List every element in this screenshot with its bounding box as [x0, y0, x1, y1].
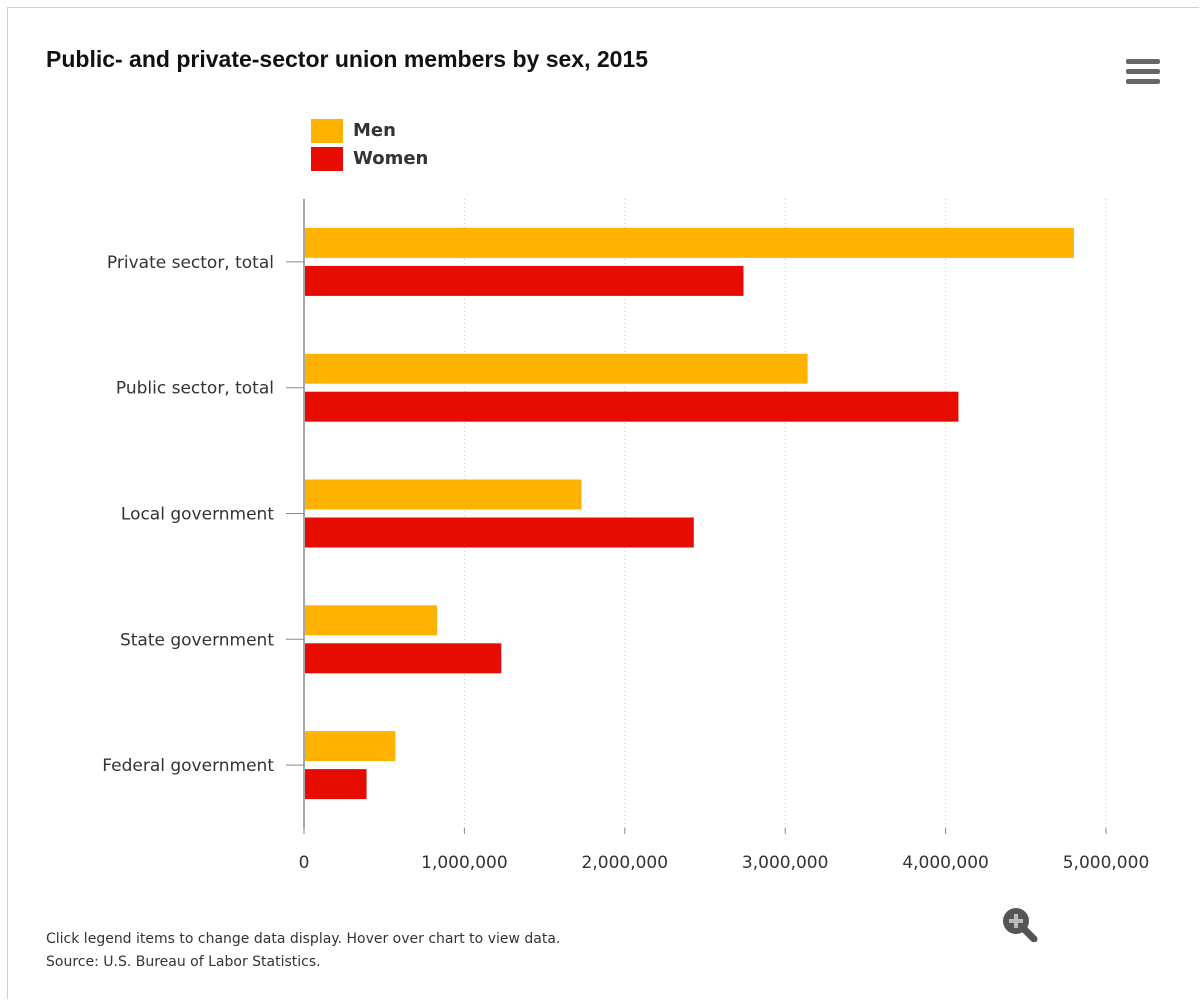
bar-men-1[interactable]: [305, 353, 808, 384]
bar-women-0[interactable]: [305, 265, 744, 296]
x-tick-label: 4,000,000: [902, 853, 989, 873]
category-label: Federal government: [102, 756, 274, 776]
x-tick-label: 5,000,000: [1063, 853, 1150, 873]
zoom-in-icon[interactable]: [1000, 906, 1040, 943]
legend-swatch-men: [311, 119, 343, 143]
legend-label-men: Men: [353, 120, 396, 141]
bar-women-3[interactable]: [305, 643, 502, 674]
x-tick-label: 2,000,000: [582, 853, 669, 873]
bar-women-1[interactable]: [305, 391, 959, 422]
bar-men-2[interactable]: [305, 479, 582, 510]
x-tick-label: 1,000,000: [421, 853, 508, 873]
category-label: Private sector, total: [107, 253, 274, 273]
bar-men-3[interactable]: [305, 605, 438, 636]
category-label: Local government: [121, 505, 274, 525]
bar-men-0[interactable]: [305, 227, 1074, 258]
chart-frame: [7, 7, 1199, 999]
chart-title: Public- and private-sector union members…: [46, 46, 649, 72]
legend-label-women: Women: [353, 148, 429, 169]
footnote-source: Source: U.S. Bureau of Labor Statistics.: [46, 954, 321, 970]
bar-women-2[interactable]: [305, 517, 694, 548]
category-label: Public sector, total: [116, 379, 274, 399]
footnote-instructions: Click legend items to change data displa…: [46, 931, 561, 947]
legend-swatch-women: [311, 147, 343, 171]
x-tick-label: 3,000,000: [742, 853, 829, 873]
category-label: State government: [120, 630, 274, 650]
bar-men-4[interactable]: [305, 731, 396, 762]
hamburger-menu-icon[interactable]: [1124, 56, 1162, 90]
bar-women-4[interactable]: [305, 769, 367, 800]
x-tick-label: 0: [299, 853, 310, 873]
